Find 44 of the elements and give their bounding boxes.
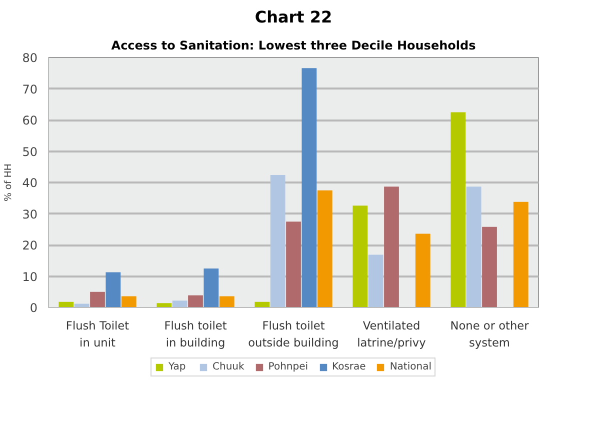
y-tick-label: 0 — [30, 301, 38, 315]
x-tick-label: Flush toilet in building — [164, 318, 228, 350]
y-axis-title: % of HH — [3, 164, 14, 202]
bar — [204, 268, 219, 308]
legend-label: Pohnpei — [268, 362, 308, 372]
x-tick-label: None or other system — [450, 318, 530, 350]
y-tick-label: 20 — [22, 238, 38, 252]
bar — [352, 206, 368, 308]
legend-label: Kosrae — [332, 362, 366, 372]
y-tick-label: 40 — [22, 176, 38, 190]
bar — [188, 295, 203, 308]
x-tick-label: Flush Toilet in unit — [66, 318, 130, 350]
bar — [286, 222, 301, 308]
bar — [415, 234, 430, 308]
y-tick-label: 60 — [22, 114, 38, 128]
y-tick-label: 70 — [22, 82, 38, 96]
bar — [302, 68, 317, 308]
bar — [384, 186, 399, 308]
x-tick-label: Flush toilet outside building — [248, 318, 339, 350]
x-tick-label: Ventilated latrine/privy — [357, 318, 426, 350]
bar — [482, 226, 497, 308]
bar — [466, 186, 482, 308]
bar — [450, 112, 466, 308]
bar — [368, 254, 384, 308]
bar — [270, 175, 286, 308]
bar — [106, 272, 121, 308]
chart-title: Chart 22 — [254, 8, 332, 26]
y-tick-label: 10 — [22, 270, 38, 284]
bar — [58, 302, 74, 308]
chart-subtitle: Access to Sanitation: Lowest three Decile Households — [111, 38, 476, 52]
bar — [121, 296, 136, 308]
bar — [156, 303, 172, 308]
legend-label: Yap — [168, 362, 187, 372]
y-tick-label: 30 — [22, 207, 38, 222]
bar — [90, 292, 105, 308]
bar — [317, 190, 332, 308]
bar — [254, 302, 270, 308]
bar — [172, 300, 188, 308]
y-tick-label: 80 — [22, 51, 38, 65]
legend-label: National — [390, 362, 432, 372]
bar — [219, 296, 234, 308]
bar — [513, 202, 528, 308]
y-tick-label: 50 — [22, 144, 38, 159]
legend-label: Chuuk — [212, 362, 244, 372]
